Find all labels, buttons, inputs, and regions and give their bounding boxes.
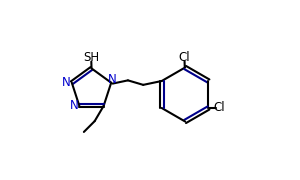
Text: N: N [108, 73, 117, 86]
Text: N: N [62, 76, 71, 89]
Text: SH: SH [83, 51, 99, 64]
Text: Cl: Cl [214, 101, 226, 114]
Text: N: N [70, 99, 78, 112]
Text: Cl: Cl [178, 51, 190, 64]
